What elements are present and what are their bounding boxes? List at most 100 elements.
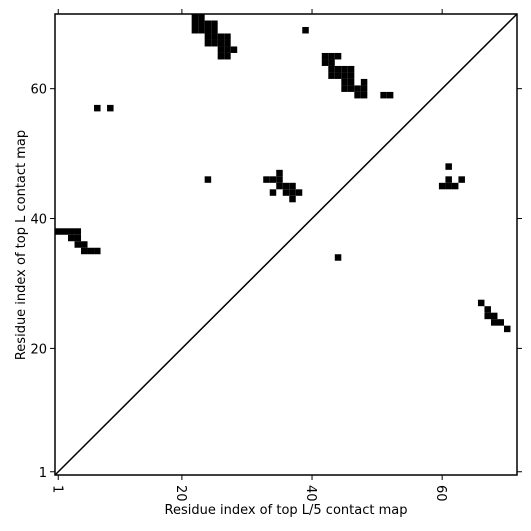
- contact-cell: [224, 52, 231, 60]
- contact-cell: [276, 182, 283, 190]
- contact-cell: [360, 91, 368, 99]
- y-tick-label: 20: [30, 342, 47, 357]
- x-tick-label: 20: [173, 485, 188, 502]
- contact-cell: [497, 319, 504, 326]
- contact-cell: [217, 39, 225, 47]
- contact-cell: [321, 59, 329, 66]
- contact-cell: [282, 182, 290, 190]
- y-tick-label: 1: [39, 466, 47, 481]
- contact-cell: [490, 319, 498, 326]
- contact-cell: [74, 234, 82, 242]
- plot-frame: [54, 13, 518, 476]
- contact-cell: [334, 254, 342, 261]
- contact-cell: [360, 78, 368, 86]
- contact-cell: [217, 52, 225, 60]
- contact-cell: [341, 85, 348, 92]
- contact-cell: [94, 104, 101, 112]
- contact-cell: [68, 228, 75, 235]
- contact-cell: [107, 104, 114, 112]
- contact-cell: [328, 65, 335, 73]
- contact-cell: [354, 91, 361, 99]
- contact-cell: [334, 72, 342, 79]
- contact-cell: [191, 14, 199, 21]
- contact-cell: [61, 228, 69, 235]
- contact-cell: [341, 65, 348, 73]
- x-axis-label: Residue index of top L/5 contact map: [165, 503, 408, 518]
- contact-cell: [328, 52, 335, 60]
- contact-cell: [380, 91, 387, 99]
- contact-cell: [503, 325, 511, 333]
- contact-cell: [341, 78, 348, 86]
- contact-cell: [74, 241, 82, 248]
- contact-cell: [328, 72, 335, 79]
- contact-cell: [211, 20, 218, 27]
- contact-cell: [198, 14, 205, 21]
- contact-cell: [230, 46, 238, 53]
- contact-cell: [484, 312, 491, 320]
- contact-cell: [204, 26, 212, 34]
- contact-cell: [217, 33, 225, 40]
- contact-cell: [289, 189, 296, 196]
- contact-cell: [204, 20, 212, 27]
- contact-cell: [341, 72, 348, 79]
- x-tick-label: 60: [433, 485, 448, 502]
- contact-cell: [211, 33, 218, 40]
- contact-cell: [484, 306, 491, 313]
- contact-cell: [269, 189, 277, 196]
- contact-cell: [451, 182, 459, 190]
- x-tick-label: 40: [303, 485, 318, 502]
- contact-cell: [87, 247, 95, 255]
- contact-cell: [347, 72, 355, 79]
- contact-cell: [55, 228, 62, 235]
- contact-cell: [217, 46, 225, 53]
- contact-cell: [211, 26, 218, 34]
- y-tick-label: 60: [30, 83, 47, 98]
- contact-cell: [347, 65, 355, 73]
- contact-cell: [269, 176, 277, 183]
- contact-cell: [224, 39, 231, 47]
- contact-cell: [360, 85, 368, 92]
- contact-cell: [81, 247, 88, 255]
- contact-cell: [445, 176, 452, 183]
- contact-cell: [204, 176, 212, 183]
- contact-cell: [204, 33, 212, 40]
- contact-cell: [74, 228, 82, 235]
- contact-cell: [276, 169, 283, 177]
- contact-cell: [81, 241, 88, 248]
- x-tick-label: 1: [49, 485, 64, 493]
- contact-cell: [354, 85, 361, 92]
- contact-cell: [295, 189, 303, 196]
- contact-cell: [198, 20, 205, 27]
- contact-cell: [276, 176, 283, 183]
- contact-cell: [224, 33, 231, 40]
- contact-cell: [347, 85, 355, 92]
- contact-cell: [386, 91, 394, 99]
- contact-cell: [445, 163, 452, 170]
- contact-cell: [334, 52, 342, 60]
- contact-cell: [445, 182, 452, 190]
- contact-cell: [68, 234, 75, 242]
- contact-cell: [263, 176, 270, 183]
- contact-cell: [477, 299, 485, 307]
- contact-cell: [211, 39, 218, 47]
- contact-cell: [302, 26, 309, 34]
- contact-cell: [282, 189, 290, 196]
- contact-cell: [328, 59, 335, 66]
- contact-cell: [94, 247, 101, 255]
- contact-cell: [490, 312, 498, 320]
- contact-cell: [438, 182, 446, 190]
- contact-cell: [204, 39, 212, 47]
- contact-cell: [191, 20, 199, 27]
- contact-cell: [198, 26, 205, 34]
- contact-cell: [289, 195, 296, 203]
- diagonal: [54, 13, 518, 476]
- y-axis-label: Residue index of top L contact map: [14, 130, 29, 360]
- contact-cell: [191, 26, 199, 34]
- y-tick-label: 40: [30, 213, 47, 228]
- contact-cell: [224, 46, 231, 53]
- contact-cell: [289, 182, 296, 190]
- contact-cell: [334, 65, 342, 73]
- contact-cell: [458, 176, 465, 183]
